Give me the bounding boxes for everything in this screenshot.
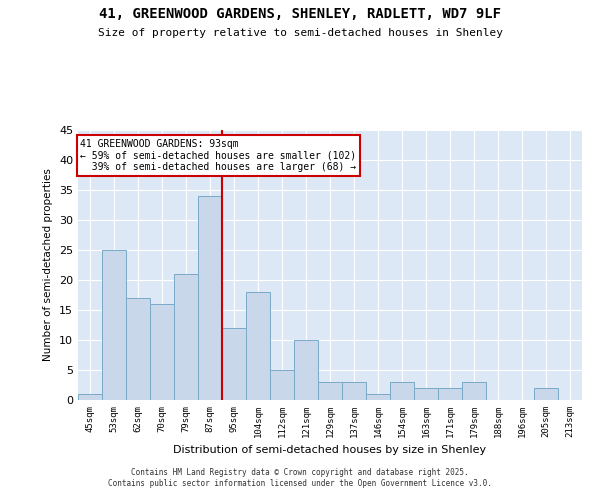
Bar [438,388,462,400]
Bar [270,370,294,400]
Bar [414,388,438,400]
Bar [318,382,342,400]
Bar [462,382,486,400]
Text: Contains HM Land Registry data © Crown copyright and database right 2025.
Contai: Contains HM Land Registry data © Crown c… [108,468,492,487]
Bar [126,298,150,400]
Bar [222,328,246,400]
Bar [366,394,390,400]
Text: 41, GREENWOOD GARDENS, SHENLEY, RADLETT, WD7 9LF: 41, GREENWOOD GARDENS, SHENLEY, RADLETT,… [99,8,501,22]
Bar [198,196,222,400]
X-axis label: Distribution of semi-detached houses by size in Shenley: Distribution of semi-detached houses by … [173,446,487,456]
Bar [294,340,318,400]
Bar [342,382,366,400]
Text: 41 GREENWOOD GARDENS: 93sqm
← 59% of semi-detached houses are smaller (102)
  39: 41 GREENWOOD GARDENS: 93sqm ← 59% of sem… [80,139,356,172]
Bar [246,292,270,400]
Bar [102,250,126,400]
Bar [150,304,174,400]
Bar [390,382,414,400]
Text: Size of property relative to semi-detached houses in Shenley: Size of property relative to semi-detach… [97,28,503,38]
Bar [78,394,102,400]
Bar [534,388,558,400]
Bar [174,274,198,400]
Y-axis label: Number of semi-detached properties: Number of semi-detached properties [43,168,53,362]
